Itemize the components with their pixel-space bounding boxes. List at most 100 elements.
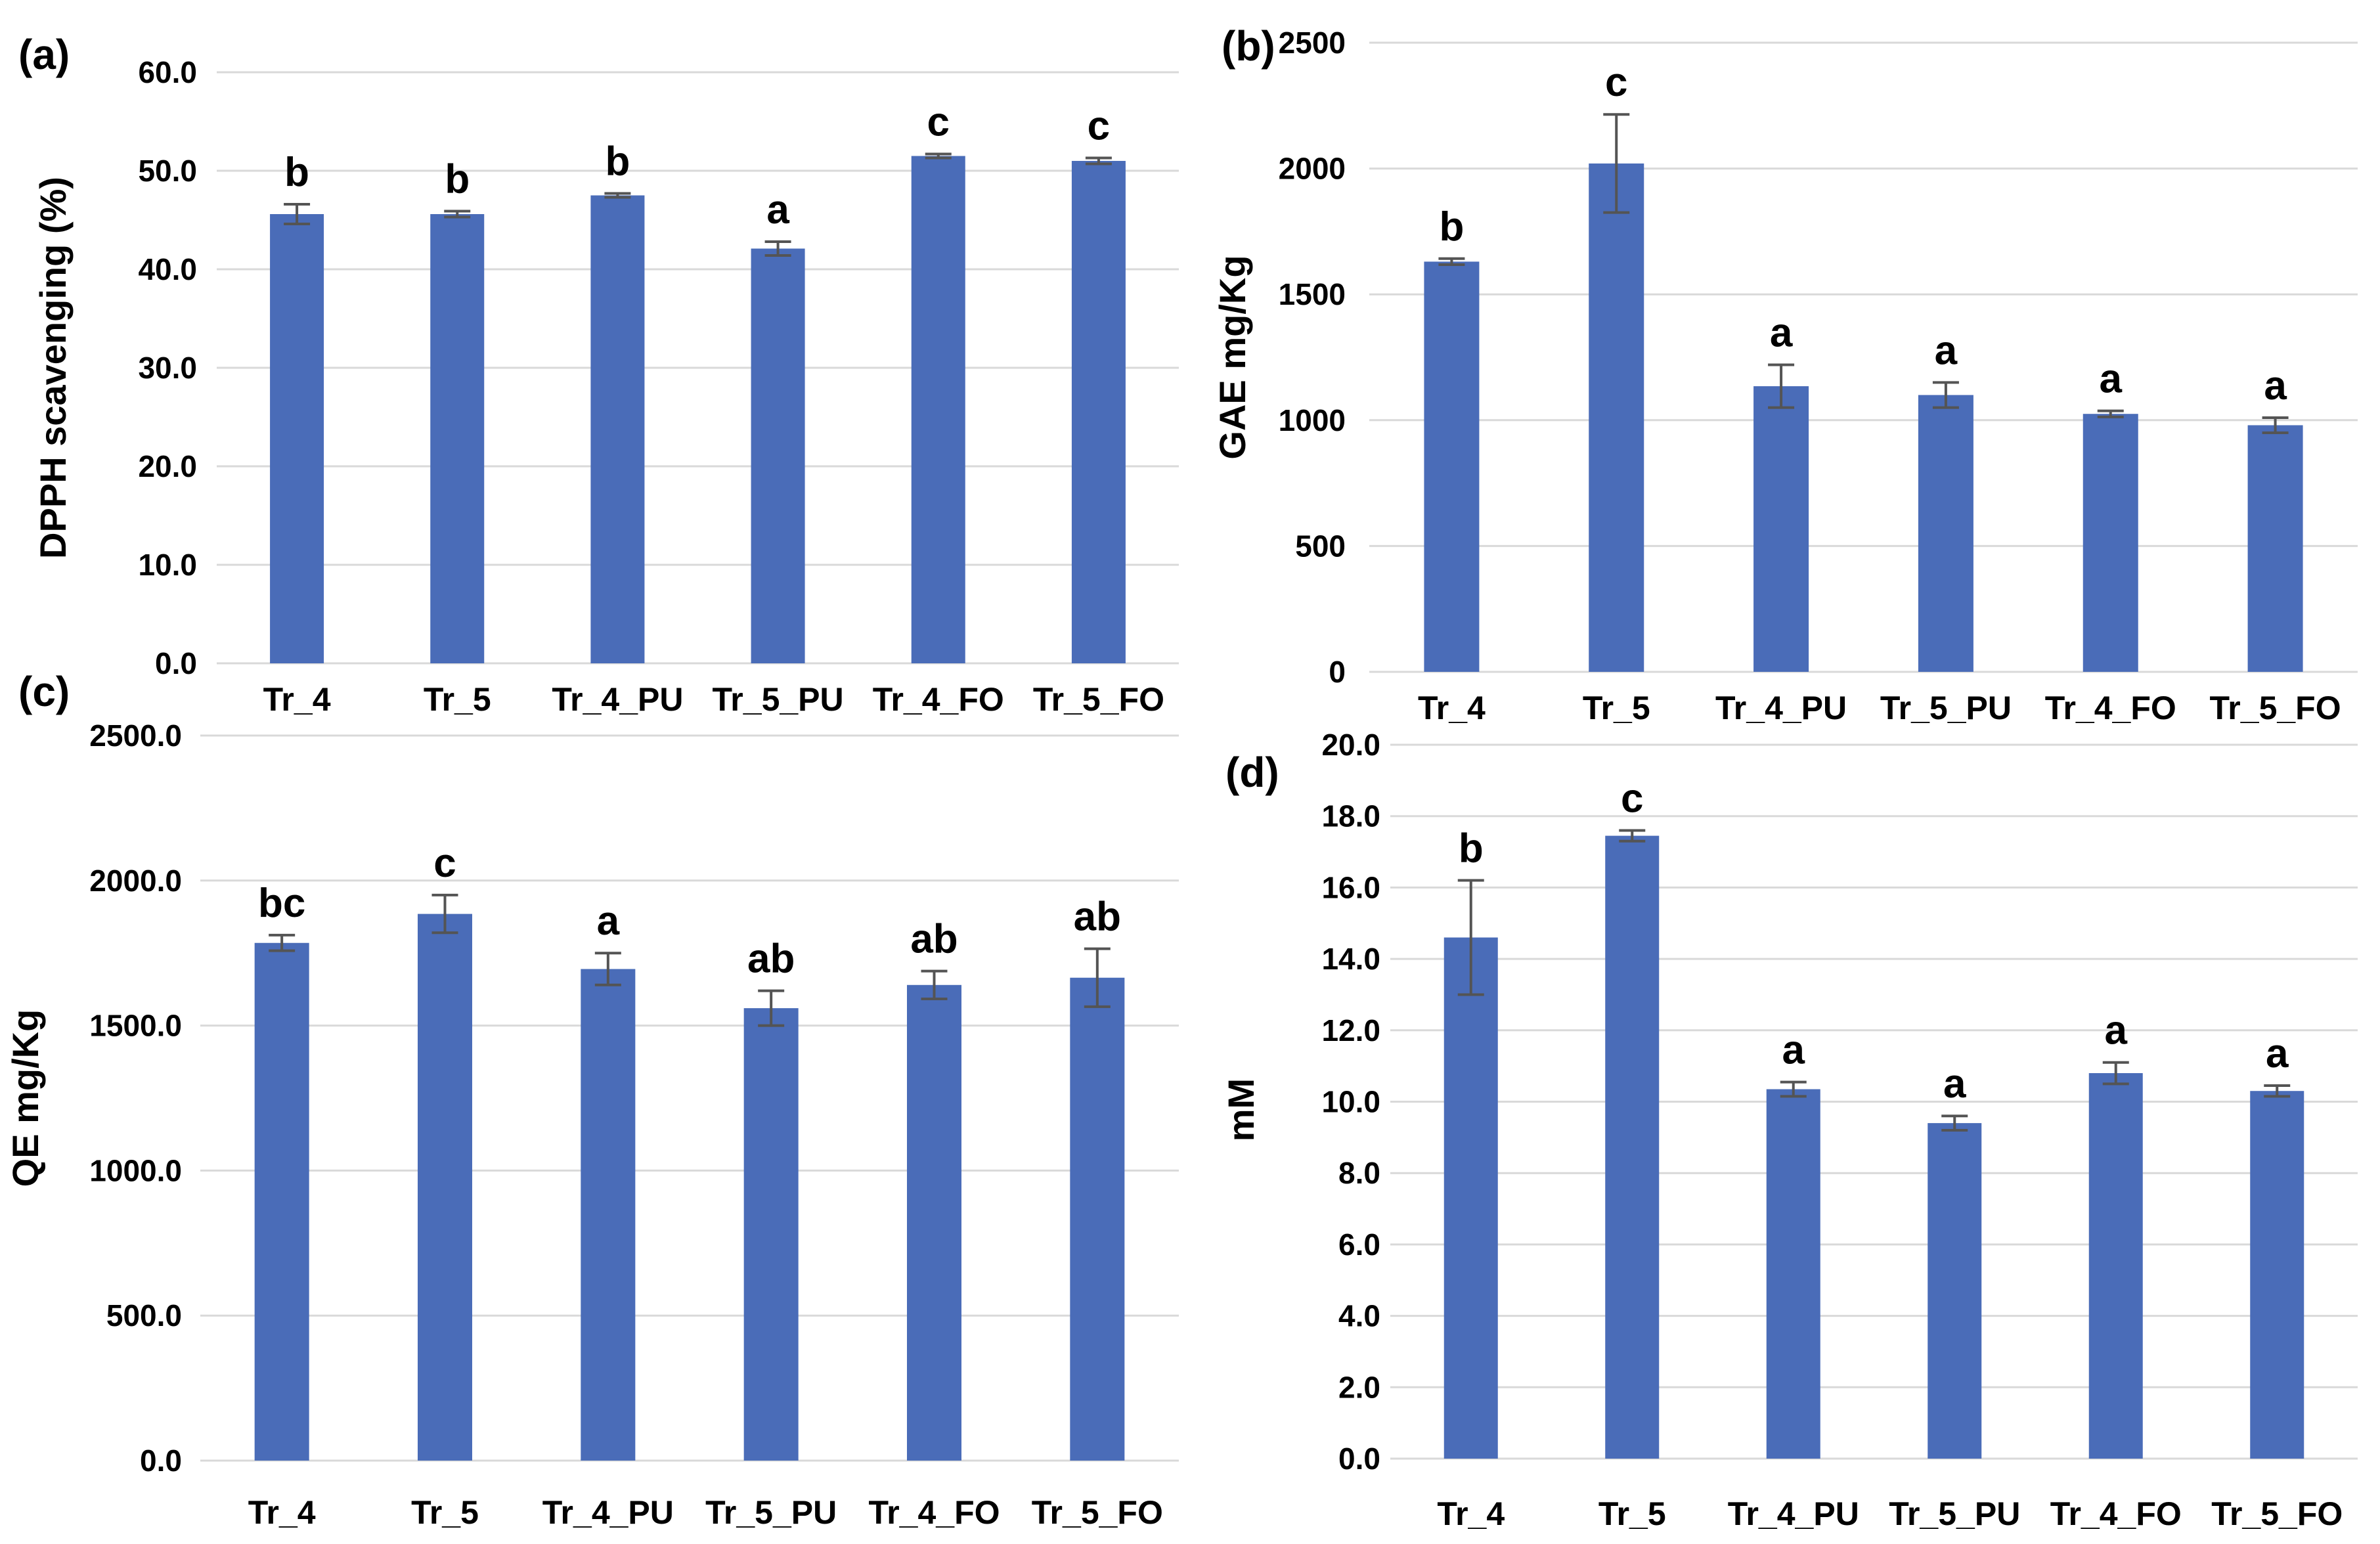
panel-b-y-axis-title: GAE mg/Kg (1212, 255, 1253, 459)
error-bar (2264, 1084, 2291, 1098)
error-bar (431, 893, 458, 935)
x-tick-label: Tr_5_PU (1889, 1495, 2020, 1532)
error-bar (1084, 947, 1111, 1008)
bar (2250, 1091, 2304, 1459)
sig-letter: a (1943, 1061, 1966, 1107)
error-bar (764, 240, 791, 257)
y-tick-label: 0.0 (155, 646, 197, 680)
y-tick-label: 40.0 (138, 252, 197, 286)
sig-letter: ab (910, 917, 958, 962)
y-tick-label: 0 (1329, 655, 1346, 689)
panel-a-y-axis-title: DPPH scavenging (%) (32, 177, 74, 559)
error-bar (284, 203, 311, 225)
sig-letter: bc (258, 881, 305, 926)
error-bar (594, 952, 621, 986)
y-tick-label: 8.0 (1338, 1156, 1380, 1190)
panel-b-generated: 0 500 1000 1500 2000 2500 b Tr_4 c Tr_5 a Tr_4_PU a T… (1279, 26, 2358, 726)
sig-letter: a (1770, 310, 1793, 355)
x-tick-label: Tr_4_FO (2050, 1495, 2182, 1532)
x-tick-label: Tr_5 (411, 1494, 479, 1531)
y-tick-label: 1000.0 (89, 1153, 182, 1187)
panel-c-chart: 0.0500.01000.01500.02000.02500.0bcTr_4cT… (5, 668, 1179, 1531)
error-bar (758, 989, 785, 1027)
error-bar (444, 210, 471, 219)
y-tick-label: 14.0 (1321, 942, 1380, 976)
bar (1424, 261, 1480, 672)
x-tick-label: Tr_5 (1598, 1495, 1666, 1532)
y-tick-label: 18.0 (1321, 799, 1380, 833)
bar (1605, 835, 1660, 1459)
panel-b-letter: (b) (1222, 22, 1275, 70)
error-bar (1438, 257, 1465, 266)
y-tick-label: 20.0 (138, 449, 197, 483)
x-tick-label: Tr_4_FO (2045, 690, 2176, 726)
sig-letter: a (2100, 357, 2123, 402)
y-tick-label: 0.0 (140, 1444, 182, 1478)
bar (1071, 161, 1126, 663)
y-tick-label: 4.0 (1338, 1299, 1380, 1333)
y-tick-label: 2.0 (1338, 1370, 1380, 1404)
bar (270, 214, 324, 663)
y-tick-label: 1500.0 (89, 1009, 182, 1043)
error-bar (925, 152, 952, 160)
x-tick-label: Tr_4_PU (1728, 1495, 1859, 1532)
y-tick-label: 10.0 (138, 548, 197, 582)
x-tick-label: Tr_4_FO (868, 1494, 1000, 1531)
x-tick-label: Tr_5_FO (1032, 1494, 1163, 1531)
bar (2082, 414, 2138, 672)
panel-d-y-axis-title: mM (1220, 1078, 1262, 1141)
panel-c-letter: (c) (18, 668, 70, 715)
y-tick-label: 1500 (1279, 277, 1346, 311)
y-tick-label: 0.0 (1338, 1442, 1380, 1476)
error-bar (921, 969, 948, 1000)
y-tick-label: 1000 (1279, 403, 1346, 437)
error-bar (2097, 409, 2124, 418)
x-tick-label: Tr_5_FO (1033, 681, 1164, 718)
sig-letter: c (927, 100, 950, 145)
panel-c-generated: 0.0 500.0 1000.0 1500.0 2000.0 2500.0 bc Tr_4 c T… (89, 718, 1179, 1531)
sig-letter: c (1621, 776, 1643, 821)
bar (743, 1008, 799, 1461)
bar (1443, 937, 1498, 1459)
sig-letter: ab (1074, 894, 1121, 940)
y-tick-label: 20.0 (1321, 728, 1380, 762)
sig-letter: b (605, 139, 630, 185)
panel-d-generated: 0.0 2.0 4.0 6.0 8.0 10.0 12.0 14.0 16.0 18.0 20.0 b… (1321, 728, 2358, 1532)
bar (911, 156, 965, 663)
bar (1918, 395, 1973, 672)
sig-letter: c (1088, 104, 1110, 149)
bar (590, 195, 645, 663)
sig-letter: ab (747, 937, 795, 982)
y-tick-label: 2500 (1279, 26, 1346, 60)
sig-letter: a (1935, 328, 1958, 373)
x-tick-label: Tr_4 (248, 1494, 316, 1531)
x-tick-label: Tr_5_PU (713, 681, 844, 718)
sig-letter: a (2105, 1008, 2128, 1053)
error-bar (269, 933, 296, 952)
bar (1753, 386, 1809, 672)
x-tick-label: Tr_4_FO (873, 681, 1004, 718)
y-tick-label: 50.0 (138, 154, 197, 188)
y-tick-label: 2000.0 (89, 864, 182, 898)
x-tick-label: Tr_5 (1583, 690, 1650, 726)
bar (2088, 1073, 2143, 1459)
error-bar (1619, 829, 1646, 843)
y-tick-label: 12.0 (1321, 1013, 1380, 1048)
bar (430, 214, 485, 663)
x-tick-label: Tr_4 (263, 681, 331, 718)
error-bar (2262, 416, 2289, 434)
panel-d-letter: (d) (1225, 749, 1279, 796)
error-bar (1085, 156, 1112, 165)
error-bar (1603, 113, 1630, 214)
bar (418, 914, 472, 1461)
bar (1070, 977, 1125, 1461)
x-tick-label: Tr_4_PU (542, 1494, 674, 1531)
x-tick-label: Tr_4_PU (1715, 690, 1847, 726)
bar (2247, 425, 2303, 672)
sig-letter: b (1459, 826, 1484, 871)
y-tick-label: 10.0 (1321, 1085, 1380, 1119)
sig-letter: a (2264, 363, 2287, 408)
panel-c-y-axis-title: QE mg/Kg (5, 1009, 46, 1187)
x-tick-label: Tr_4 (1437, 1495, 1505, 1532)
